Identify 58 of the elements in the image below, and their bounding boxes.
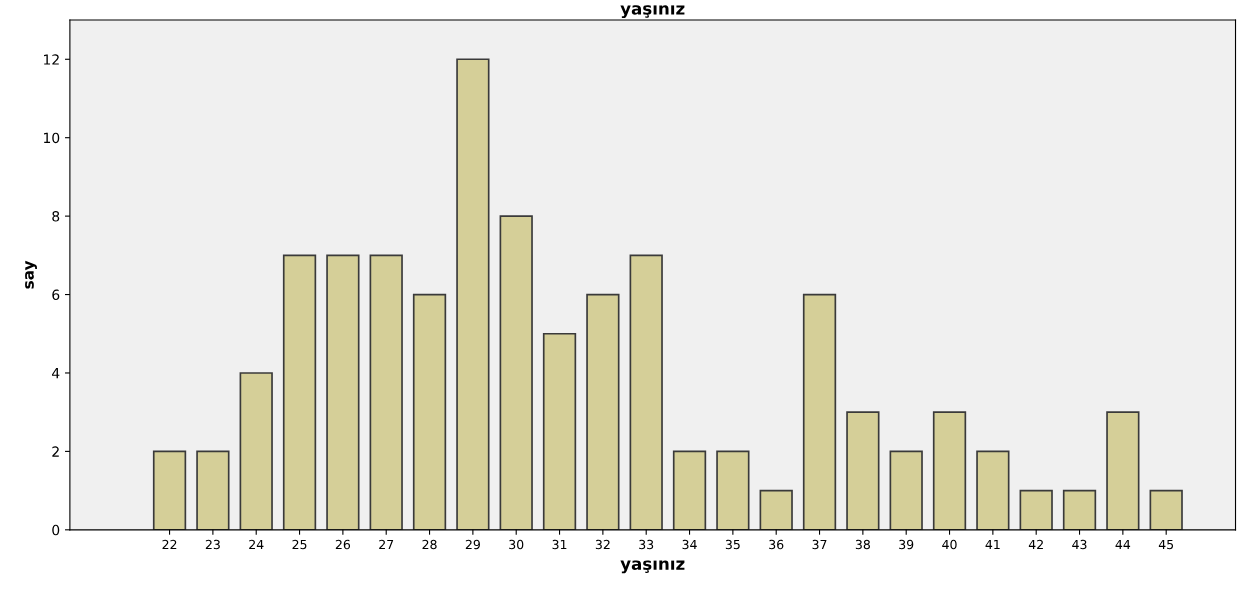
x-tick-label: 34 [682,539,697,550]
y-tick-label: 6 [52,289,60,301]
bar [412,293,447,530]
chart-title: yaşınız [620,5,685,19]
x-tick-label: 25 [292,539,307,550]
bar [282,254,317,530]
x-tick-label: 23 [205,539,220,550]
y-tick-label: 4 [52,368,60,379]
x-tick-label: 30 [509,539,524,550]
x-tick-label: 22 [162,539,177,550]
bar [196,450,230,530]
y-axis-title: say [25,260,37,289]
bar [542,332,577,530]
bar [1106,411,1140,530]
y-tick-label: 0 [52,524,60,536]
bar [326,254,360,530]
bar [1019,489,1053,530]
bar [1149,489,1183,530]
bar [889,450,923,530]
x-axis-title: yaşınız [620,560,685,574]
y-tick-label: 2 [52,446,59,457]
bar [716,450,750,530]
x-tick-label: 41 [985,539,1000,550]
bar [672,450,707,530]
x-tick-label: 37 [812,539,827,550]
bar [239,372,273,530]
bar [759,489,793,530]
x-tick-label: 27 [379,539,394,550]
bar [932,411,967,530]
x-tick-label: 38 [855,539,870,550]
x-tick-label: 32 [595,539,610,550]
x-tick-label: 36 [769,539,784,550]
x-tick-label: 43 [1072,539,1087,550]
x-tick-label: 24 [249,539,264,550]
x-tick-label: 42 [1028,539,1043,550]
x-tick-label: 28 [422,539,437,550]
bar [152,450,187,530]
x-tick-label: 33 [639,539,654,550]
x-tick-label: 35 [725,539,740,550]
bar [369,254,403,530]
bar [976,450,1010,530]
x-tick-label: 40 [942,539,957,550]
bar [499,215,533,530]
bar [629,254,663,530]
bar [846,411,880,530]
y-tick-label: 8 [52,211,60,222]
x-tick-label: 44 [1115,539,1131,550]
y-tick-label: 12 [44,54,59,65]
x-tick-label: 29 [465,539,480,550]
bar [456,58,490,530]
y-tick-label: 10 [44,132,60,144]
x-tick-label: 39 [899,539,914,550]
bar [586,293,620,530]
bar [802,293,837,530]
x-tick-label: 31 [552,539,567,550]
x-tick-label: 26 [335,539,351,550]
bar [1062,489,1097,530]
x-tick-label: 45 [1158,539,1174,550]
